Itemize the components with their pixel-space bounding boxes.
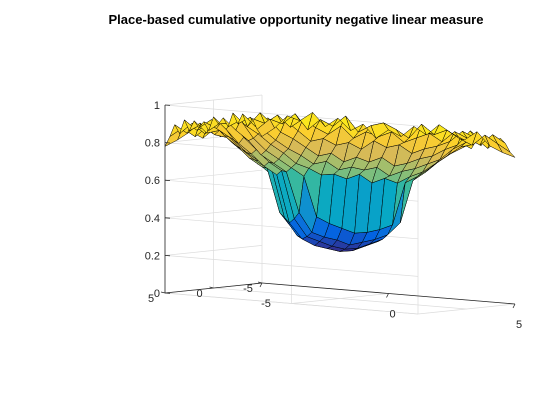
y-tick-mark <box>209 286 214 289</box>
z-tick-label: 0.8 <box>145 138 160 150</box>
surface-mesh <box>164 112 516 252</box>
x-tick-label: 0 <box>389 309 395 321</box>
x-tick-label: -5 <box>261 298 271 310</box>
x-tick-label: 5 <box>516 319 522 331</box>
x-tick-mark <box>386 293 389 298</box>
grid-line-y <box>164 292 419 315</box>
chart-title: Place-based cumulative opportunity negat… <box>109 12 484 27</box>
surface-cell <box>497 143 516 158</box>
y-tick-mark <box>160 291 166 294</box>
z-tick-label: 0 <box>154 288 160 300</box>
y-tick-label: 5 <box>148 293 154 305</box>
grid-line-y <box>213 287 467 310</box>
y-tick-mark <box>257 281 263 284</box>
tick-labels: -505-505 00.20.40.60.81 <box>145 100 522 331</box>
x-tick-mark <box>512 303 516 309</box>
z-tick-label: 0.6 <box>145 175 160 187</box>
x-tick-mark <box>259 282 263 288</box>
y-tick-label: -5 <box>243 283 253 295</box>
z-tick-label: 0.4 <box>145 213 160 225</box>
axes-lines <box>160 104 516 309</box>
z-tick-label: 0.2 <box>145 250 160 262</box>
z-tick-label: 1 <box>154 100 160 112</box>
y-tick-label: 0 <box>196 288 202 300</box>
